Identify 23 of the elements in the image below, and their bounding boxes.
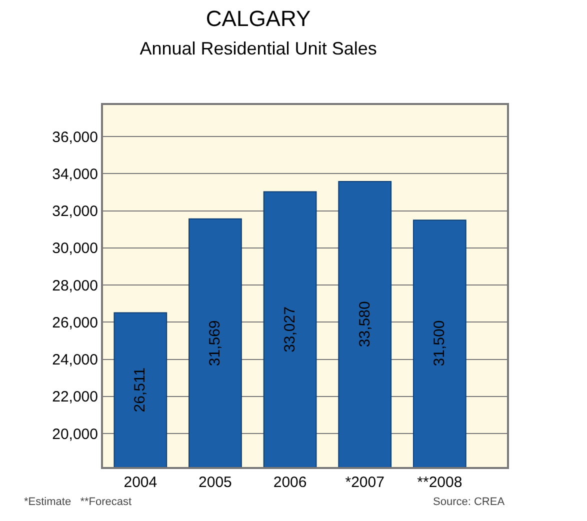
- y-tick-label: 22,000: [52, 388, 98, 406]
- y-tick-label: 28,000: [52, 277, 98, 294]
- data-label: 31,500: [431, 320, 448, 366]
- x-tick-label: *2007: [345, 474, 384, 491]
- y-tick-label: 24,000: [52, 352, 98, 369]
- x-tick-label: 2005: [198, 474, 232, 491]
- y-tick-label: 32,000: [52, 203, 98, 220]
- source-note: Source: CREA: [433, 496, 506, 508]
- y-tick-label: 34,000: [52, 166, 98, 183]
- y-tick-label: 26,000: [52, 314, 98, 332]
- chart-title: CALGARY: [206, 6, 311, 32]
- data-label: 33,027: [282, 306, 299, 352]
- data-label: 26,511: [132, 368, 149, 412]
- data-label: 33,580: [356, 301, 374, 348]
- chart-subtitle: Annual Residential Unit Sales: [140, 38, 377, 59]
- data-label: 31,569: [206, 320, 224, 366]
- y-tick-label: 20,000: [52, 426, 98, 443]
- x-tick-label: **2008: [417, 474, 462, 491]
- y-tick-label: 30,000: [52, 240, 98, 258]
- y-tick-label: 36,000: [52, 128, 98, 146]
- text: *Estimate **Forecast: [24, 496, 132, 508]
- x-tick-label: 2004: [124, 474, 158, 491]
- x-tick-label: 2006: [273, 474, 307, 491]
